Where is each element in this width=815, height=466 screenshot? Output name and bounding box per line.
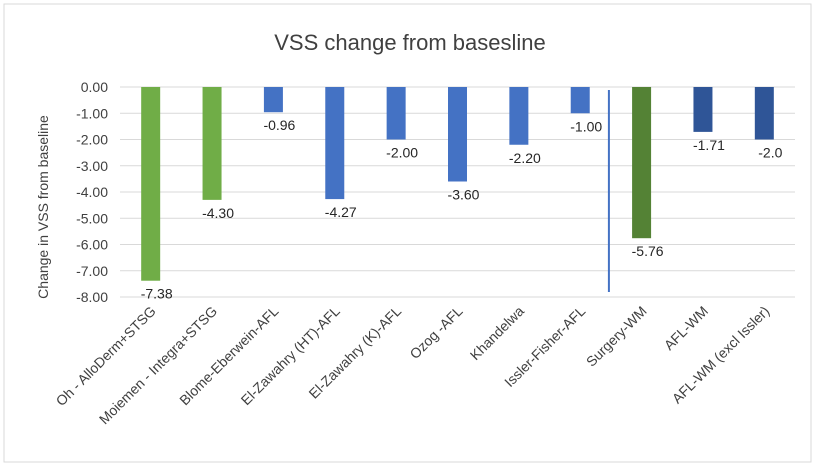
gridlines	[120, 86, 795, 298]
data-label: -2.20	[509, 150, 541, 166]
bar	[202, 87, 222, 200]
bar	[754, 87, 774, 140]
chart-area-border	[3, 3, 812, 463]
data-label: -1.00	[570, 118, 602, 134]
bar	[141, 87, 161, 281]
data-label: -5.76	[632, 243, 664, 259]
data-label: -3.60	[448, 187, 480, 203]
bar	[386, 87, 406, 140]
y-tick-label: -6.00	[76, 237, 108, 253]
y-tick-label: 0.00	[81, 79, 108, 95]
data-label: -4.30	[202, 205, 234, 221]
data-label: -2.00	[386, 145, 418, 161]
y-tick-label: -3.00	[76, 158, 108, 174]
bar	[448, 87, 467, 182]
y-axis-ticks: 0.00 -1.00 -2.00 -3.00 -4.00 -5.00 -6.00 -7.00 -…	[76, 79, 108, 305]
data-labels: -7.38 -4.30 -0.96 -4.27 -2.00 -3.60 -2.20 -1.00…	[141, 117, 783, 302]
data-label: -1.71	[693, 137, 725, 153]
bar	[632, 87, 652, 239]
bar	[693, 87, 713, 132]
y-tick-label: -2.00	[76, 132, 108, 148]
bars	[141, 87, 774, 281]
data-label: -7.38	[141, 286, 173, 302]
y-tick-label: -8.00	[76, 289, 108, 305]
y-tick-label: -7.00	[76, 263, 108, 279]
bar	[325, 87, 345, 200]
data-label: -4.27	[325, 204, 357, 220]
bar	[263, 87, 283, 113]
y-tick-label: -5.00	[76, 210, 108, 226]
data-label: -0.96	[263, 117, 295, 133]
bar	[570, 87, 590, 114]
chart-title: VSS change from basesline	[274, 30, 546, 55]
y-tick-label: -4.00	[76, 184, 108, 200]
data-label: -2.0	[758, 145, 782, 161]
bar	[509, 87, 529, 145]
y-axis-label: Change in VSS from baseline	[35, 115, 51, 299]
y-tick-label: -1.00	[76, 105, 108, 121]
